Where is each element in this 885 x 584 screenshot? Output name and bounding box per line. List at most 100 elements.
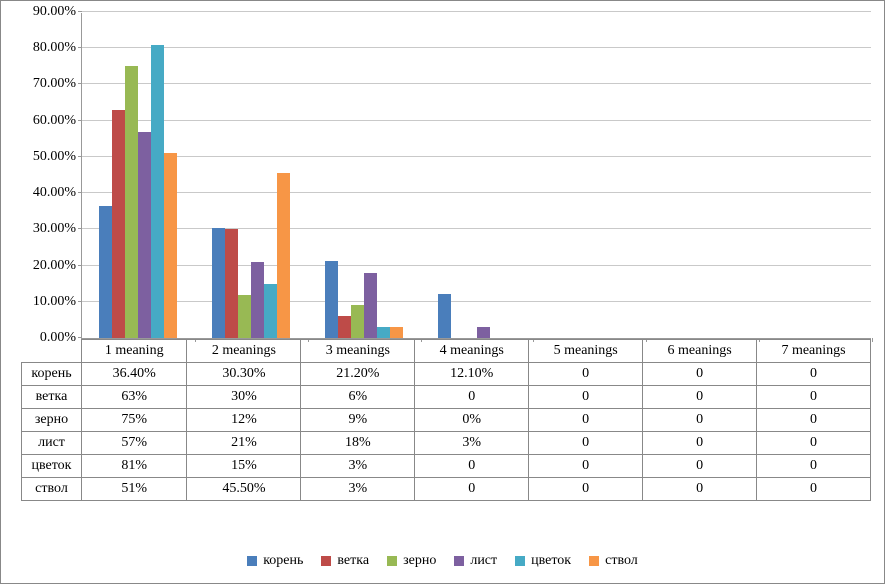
table-cell: 15% [187,455,301,478]
category-region [421,13,534,338]
table-row: ветка63%30%6%0000 [22,386,871,409]
table-cell: 21% [187,432,301,455]
category-region [195,13,308,338]
table-cell: 3% [301,455,415,478]
table-cell: 51% [82,478,187,501]
table-col-header: 5 meanings [529,340,643,363]
bar-group [325,261,403,338]
bar [99,206,112,338]
table-cell: 9% [301,409,415,432]
legend-swatch [515,556,525,566]
table-corner-cell [22,340,82,363]
bar [264,284,277,338]
table-cell: 0 [757,409,871,432]
bar [364,273,377,338]
table-cell: 0 [643,409,757,432]
legend-item: ствол [589,553,638,569]
y-tick-label: 20.00% [33,258,82,274]
legend-label: корень [263,553,303,569]
legend-item: цветок [515,553,571,569]
category-region [533,13,646,338]
table-cell: 0 [757,478,871,501]
legend-item: зерно [387,553,436,569]
table-row-header: зерно [22,409,82,432]
table-cell: 30.30% [187,363,301,386]
legend-label: ветка [337,553,369,569]
bar [112,110,125,338]
table-cell: 0 [757,455,871,478]
bar [238,295,251,338]
category-region [759,13,872,338]
table-col-header: 4 meanings [415,340,529,363]
y-tick-label: 50.00% [33,149,82,165]
y-tick-label: 80.00% [33,40,82,56]
table-cell: 57% [82,432,187,455]
legend-swatch [247,556,257,566]
legend-label: ствол [605,553,638,569]
table-row-header: корень [22,363,82,386]
table-row: лист57%21%18%3%000 [22,432,871,455]
plot-area: 0.00%10.00%20.00%30.00%40.00%50.00%60.00… [81,13,871,339]
table-cell: 0 [643,386,757,409]
table-cell: 0 [529,455,643,478]
y-tick-label: 70.00% [33,76,82,92]
table-cell: 18% [301,432,415,455]
table-cell: 0 [643,478,757,501]
table-cell: 3% [415,432,529,455]
table-cell: 0 [415,386,529,409]
bar [164,153,177,338]
y-tick-label: 30.00% [33,221,82,237]
y-tick-label: 90.00% [33,4,82,20]
table-cell: 6% [301,386,415,409]
data-table: 1 meaning2 meanings3 meanings4 meanings5… [21,339,871,501]
bar [338,316,351,338]
bar-group [212,173,290,338]
bar [225,229,238,338]
bar [125,66,138,338]
table-cell: 3% [301,478,415,501]
legend-swatch [387,556,397,566]
table-cell: 0% [415,409,529,432]
table-row: зерно75%12%9%0%000 [22,409,871,432]
y-tick-label: 40.00% [33,185,82,201]
table-col-header: 2 meanings [187,340,301,363]
table-cell: 0 [529,386,643,409]
table-row-header: ветка [22,386,82,409]
table-cell: 36.40% [82,363,187,386]
category-region [308,13,421,338]
table-cell: 12.10% [415,363,529,386]
legend-label: зерно [403,553,436,569]
table-cell: 0 [757,432,871,455]
table-cell: 0 [529,432,643,455]
category-region [82,13,195,338]
table-cell: 21.20% [301,363,415,386]
bar [138,132,151,338]
table-cell: 0 [643,432,757,455]
legend-item: корень [247,553,303,569]
table-col-header: 3 meanings [301,340,415,363]
bar [277,173,290,338]
table-row-header: лист [22,432,82,455]
table-cell: 0 [529,478,643,501]
table-cell: 0 [757,386,871,409]
table-row: цветок81%15%3%0000 [22,455,871,478]
table-row-header: цветок [22,455,82,478]
bar [390,327,403,338]
table-cell: 81% [82,455,187,478]
y-tick-label: 60.00% [33,113,82,129]
table-cell: 75% [82,409,187,432]
category-region [646,13,759,338]
table-header-row: 1 meaning2 meanings3 meanings4 meanings5… [22,340,871,363]
legend: кореньветказернолистцветокствол [1,553,884,569]
legend-swatch [321,556,331,566]
table-cell: 0 [643,363,757,386]
bar [325,261,338,338]
table-cell: 12% [187,409,301,432]
bar-group [99,45,177,338]
table-cell: 0 [529,363,643,386]
table-row-header: ствол [22,478,82,501]
bar [212,228,225,338]
legend-swatch [454,556,464,566]
table-col-header: 7 meanings [757,340,871,363]
x-tick [872,338,873,342]
